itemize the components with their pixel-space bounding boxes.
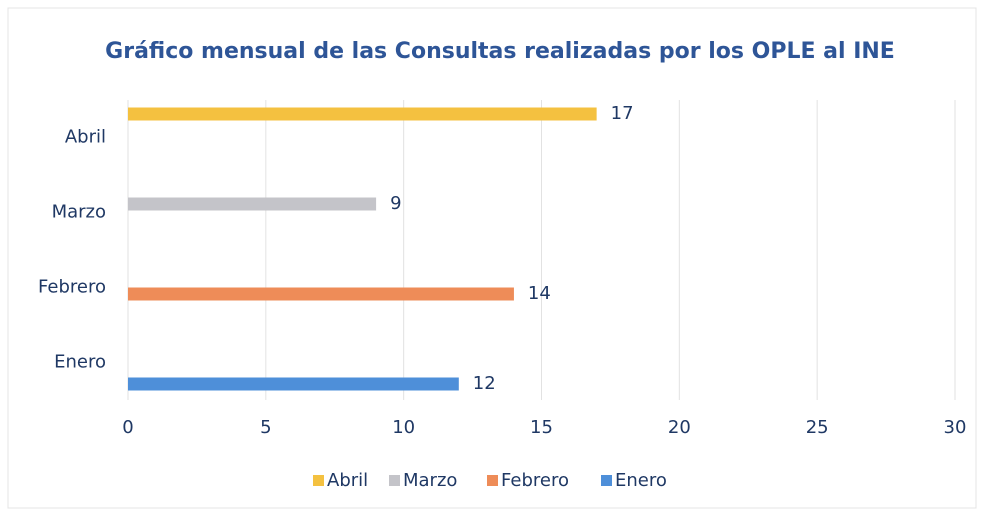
- bar: [128, 107, 597, 121]
- data-label: 17: [611, 103, 634, 124]
- legend-label: Febrero: [501, 470, 569, 491]
- legend-label: Abril: [327, 470, 368, 491]
- x-tick-label: 10: [392, 417, 415, 438]
- legend-swatch: [389, 475, 400, 486]
- legend-label: Marzo: [403, 470, 457, 491]
- y-tick-label: Enero: [54, 352, 106, 373]
- data-label: 14: [528, 283, 551, 304]
- legend-swatch: [487, 475, 498, 486]
- y-tick-label: Marzo: [52, 202, 106, 223]
- legend-swatch: [601, 475, 612, 486]
- x-tick-label: 30: [944, 417, 967, 438]
- y-tick-label: Febrero: [38, 277, 106, 298]
- data-label: 9: [390, 193, 401, 214]
- chart-frame: [7, 7, 977, 509]
- legend-swatch: [313, 475, 324, 486]
- y-tick-label: Abril: [65, 127, 106, 148]
- x-tick-label: 25: [806, 417, 829, 438]
- bar: [128, 287, 514, 301]
- x-tick-label: 5: [260, 417, 271, 438]
- x-tick-label: 15: [530, 417, 553, 438]
- bar: [128, 377, 459, 391]
- chart-title: Gráfico mensual de las Consultas realiza…: [105, 39, 895, 64]
- x-tick-label: 0: [122, 417, 133, 438]
- bar: [128, 197, 377, 211]
- x-tick-label: 20: [668, 417, 691, 438]
- legend-label: Enero: [615, 470, 667, 491]
- data-label: 12: [473, 373, 496, 394]
